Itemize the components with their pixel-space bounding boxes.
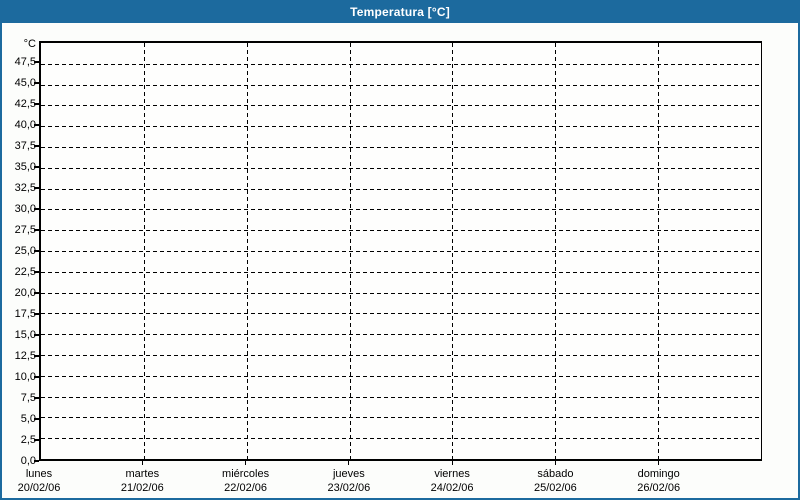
y-tick-label: 17,5 (14, 308, 36, 320)
y-grid-line (41, 167, 761, 169)
y-tick-label: 15,0 (14, 329, 36, 341)
x-date-label: 23/02/06 (327, 482, 371, 494)
y-tick-label: 37,5 (14, 140, 36, 152)
x-day-label: lunes (25, 468, 53, 480)
y-tick-label: 10,0 (14, 371, 36, 383)
x-axis-labels: lunes 20/02/06 martes 21/02/06 miércoles 22/0… (18, 461, 762, 498)
y-grid-line (41, 105, 761, 107)
x-date-label: 20/02/06 (17, 482, 61, 494)
x-grid-line (452, 43, 454, 459)
x-day-label: domingo (637, 468, 680, 480)
y-axis-labels: 0,0 2,5 5,0 7,5 10,0 12,5 15,0 17,5 20,0 22,5 25,0… (2, 38, 37, 467)
x-day-label: jueves (332, 468, 365, 480)
x-grid-line (246, 43, 248, 459)
y-tick-label: 25,0 (14, 245, 36, 257)
y-unit-label: °C (23, 38, 36, 50)
y-grid-line (41, 209, 761, 211)
y-grid-line (41, 126, 761, 128)
x-day-label: sábado (537, 468, 574, 480)
y-tick-label: 47,5 (14, 56, 36, 68)
x-date-label: 22/02/06 (224, 482, 267, 494)
x-grid-line (658, 43, 660, 459)
y-tick-label: 0,0 (20, 455, 36, 467)
y-tick-label: 32,5 (14, 182, 36, 194)
y-tick-label: 12,5 (14, 350, 36, 362)
y-grid-line (41, 355, 761, 356)
x-grid-line (143, 43, 145, 459)
x-date-label: 21/02/06 (120, 482, 164, 494)
y-tick-label: 5,0 (20, 413, 36, 425)
y-grid-line (41, 271, 761, 273)
y-tick-label: 42,5 (14, 98, 36, 110)
y-grid-line (41, 313, 761, 315)
y-tick-label: 22,5 (14, 266, 36, 278)
y-tick-label: 27,5 (14, 224, 36, 236)
x-date-label: 26/02/06 (637, 482, 681, 494)
plot-area (39, 41, 762, 461)
y-grid-line (41, 438, 761, 440)
y-grid-line (41, 334, 761, 336)
y-tick-label: 35,0 (14, 161, 36, 173)
y-grid-line (41, 251, 761, 252)
chart-title: Temperatura [°C] (350, 4, 450, 19)
y-grid-line (41, 417, 761, 419)
y-grid-line (41, 188, 761, 190)
x-date-label: 25/02/06 (533, 482, 577, 494)
y-tick-label: 7,5 (20, 392, 36, 404)
chart-canvas: 0,0 2,5 5,0 7,5 10,0 12,5 15,0 17,5 20,0 22,5 25,0… (2, 23, 798, 498)
y-grid-line (41, 147, 761, 148)
x-day-label: miércoles (222, 468, 270, 480)
x-date-label: 24/02/06 (430, 482, 474, 494)
y-grid-line (41, 63, 761, 65)
window-titlebar: Temperatura [°C] (2, 0, 798, 23)
y-tick-label: 20,0 (14, 287, 36, 299)
y-tick-label: 40,0 (14, 119, 36, 131)
y-tick-label: 2,5 (20, 434, 36, 446)
x-day-label: viernes (434, 468, 470, 480)
y-grid-line (41, 396, 761, 398)
y-grid-line (41, 230, 761, 232)
y-grid-line (41, 292, 761, 294)
x-day-label: martes (125, 468, 160, 480)
x-grid-line (555, 43, 557, 459)
y-grid-line (41, 84, 761, 86)
y-tick-label: 30,0 (14, 203, 36, 215)
x-grid-line (349, 43, 351, 459)
y-tick-label: 45,0 (14, 77, 36, 89)
y-grid-line (41, 375, 761, 377)
